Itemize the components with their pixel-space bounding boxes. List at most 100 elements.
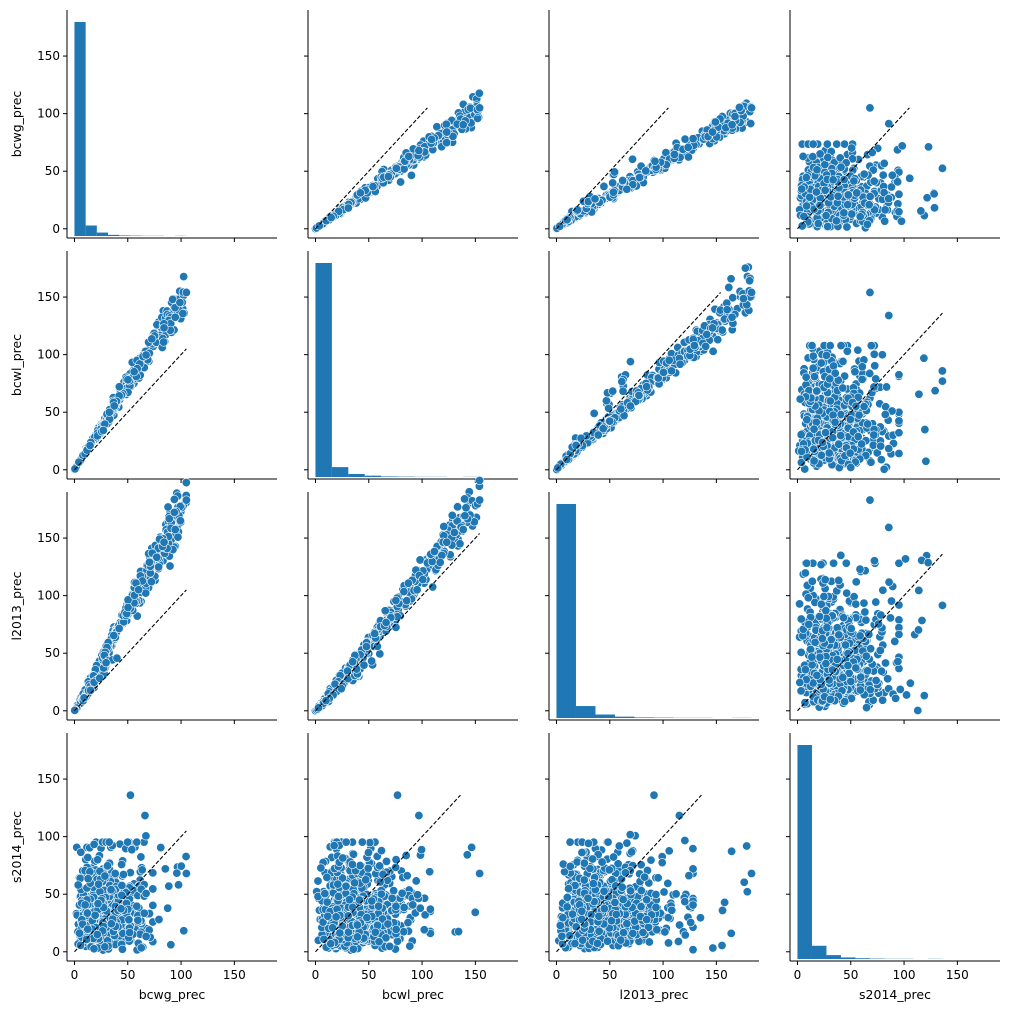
- scatter-point: [146, 577, 156, 587]
- scatter-point: [114, 624, 124, 634]
- scatter-point: [914, 389, 924, 399]
- scatter-point: [599, 181, 609, 191]
- scatter-point: [601, 396, 611, 406]
- scatter-point: [104, 407, 114, 417]
- scatter-point: [810, 372, 820, 382]
- y-tick-label: 50: [45, 646, 60, 660]
- scatter-point: [593, 430, 603, 440]
- scatter-point: [402, 596, 412, 606]
- scatter-point: [152, 552, 162, 562]
- scatter-point: [920, 425, 930, 435]
- scatter-point: [808, 152, 818, 162]
- scatter-point: [734, 102, 744, 112]
- scatter-point: [722, 305, 732, 315]
- scatter-point: [724, 282, 734, 292]
- scatter-point: [865, 495, 875, 505]
- scatter-point: [808, 351, 818, 361]
- scatter-point: [881, 658, 891, 668]
- scatter-point: [884, 194, 894, 204]
- scatter-point: [796, 430, 806, 440]
- scatter-point: [170, 312, 180, 322]
- scatter-point: [924, 142, 934, 152]
- hist-bar: [315, 263, 332, 477]
- scatter-point: [821, 428, 831, 438]
- scatter-point: [795, 394, 805, 404]
- scatter-point: [886, 596, 896, 606]
- scatter-point: [701, 341, 711, 351]
- scatter-point: [460, 494, 470, 504]
- scatter-point: [836, 431, 846, 441]
- scatter-point: [883, 674, 893, 684]
- scatter-point: [726, 274, 736, 284]
- scatter-point: [845, 448, 855, 458]
- scatter-point: [727, 120, 737, 130]
- scatter-point: [418, 575, 428, 585]
- scatter-point: [855, 564, 865, 574]
- scatter-point: [807, 341, 817, 351]
- scatter-point: [929, 189, 939, 199]
- scatter-point: [399, 164, 409, 174]
- scatter-point: [590, 194, 600, 204]
- scatter-point: [891, 693, 901, 703]
- scatter-point: [852, 188, 862, 198]
- scatter-point: [824, 448, 834, 458]
- hist-bar: [331, 467, 349, 477]
- panel-bcwl_prec-vs-s2014_prec: [786, 251, 1000, 483]
- scatter-point: [796, 647, 806, 657]
- scatter-point: [839, 613, 849, 623]
- scatter-point: [832, 139, 842, 149]
- scatter-point: [447, 510, 457, 520]
- hist-bar: [364, 475, 382, 477]
- hist-bar: [74, 22, 86, 236]
- scatter-point: [921, 456, 931, 466]
- scatter-point: [905, 173, 915, 183]
- scatter-point: [391, 596, 401, 606]
- scatter-point: [702, 329, 712, 339]
- scatter-point: [442, 127, 452, 137]
- scatter-point: [887, 170, 897, 180]
- scatter-point: [798, 151, 808, 161]
- scatter-point: [475, 475, 485, 485]
- scatter-point: [842, 222, 852, 232]
- scatter-point: [857, 374, 867, 384]
- hist-bar: [595, 714, 615, 718]
- scatter-point: [370, 629, 380, 639]
- scatter-point: [474, 88, 484, 98]
- scatter-point: [460, 511, 470, 521]
- scatter-point: [475, 103, 485, 113]
- scatter-point: [796, 614, 806, 624]
- scatter-point: [85, 441, 95, 451]
- scatter-point: [175, 298, 185, 308]
- scatter-point: [930, 203, 940, 213]
- scatter-point: [461, 503, 471, 513]
- scatter-point: [894, 370, 904, 380]
- scatter-point: [863, 419, 873, 429]
- scatter-point: [866, 341, 876, 351]
- scatter-point: [894, 615, 904, 625]
- scatter-point: [812, 386, 822, 396]
- scatter-point: [838, 672, 848, 682]
- scatter-point: [381, 617, 391, 627]
- hist-bar: [634, 717, 654, 718]
- scatter-point: [797, 446, 807, 456]
- scatter-point: [878, 695, 888, 705]
- scatter-point: [820, 575, 830, 585]
- scatter-point: [442, 138, 452, 148]
- scatter-point: [846, 462, 856, 472]
- scatter-point: [859, 402, 869, 412]
- scatter-point: [427, 134, 437, 144]
- scatter-point: [842, 588, 852, 598]
- scatter-point: [123, 602, 133, 612]
- hist-bar: [556, 504, 576, 718]
- scatter-point: [448, 131, 458, 141]
- scatter-point: [823, 152, 833, 162]
- scatter-point: [170, 525, 180, 535]
- scatter-point: [796, 686, 806, 696]
- scatter-point: [838, 356, 848, 366]
- scatter-point: [650, 156, 660, 166]
- scatter-point: [404, 151, 414, 161]
- scatter-point: [801, 173, 811, 183]
- scatter-point: [817, 634, 827, 644]
- y-tick-label: 50: [45, 164, 60, 178]
